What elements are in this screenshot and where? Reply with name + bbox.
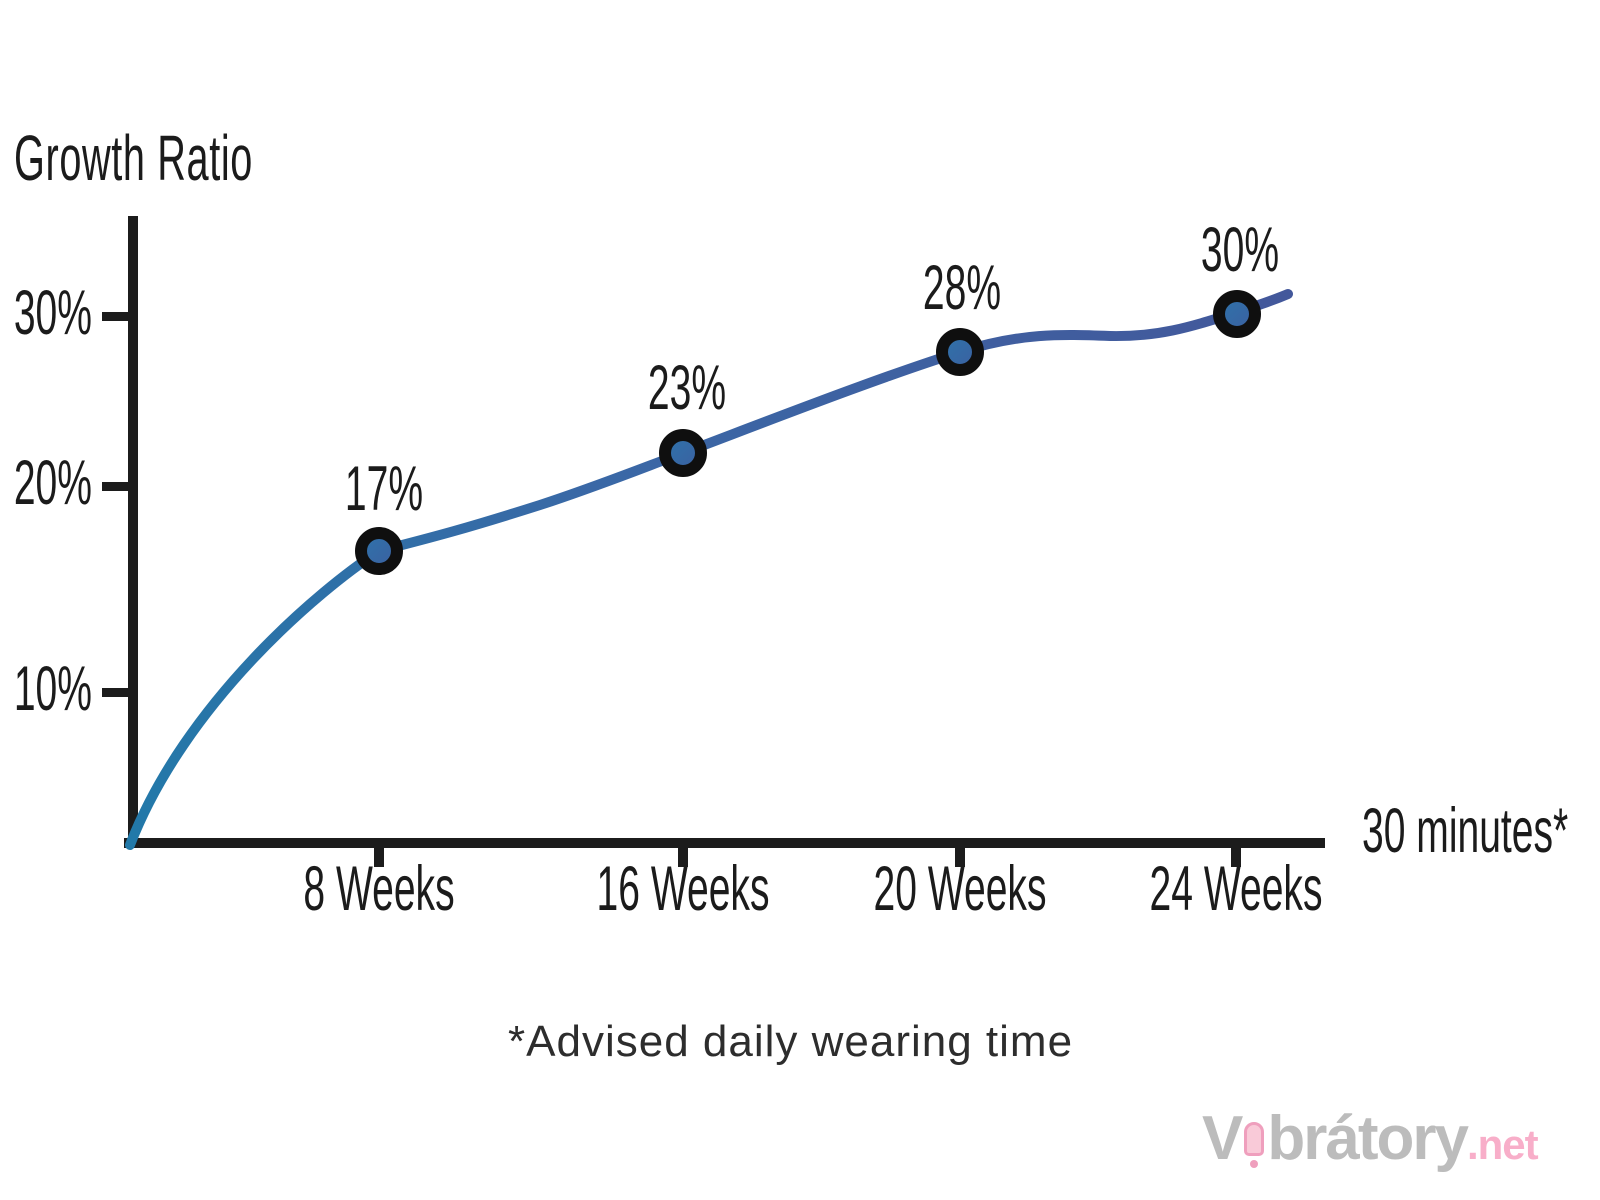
y-axis-tick-30 [102,312,133,321]
x-tick-label-16w: 16 Weeks [597,855,770,925]
data-point-label-8w: 17% [345,455,423,525]
x-tick-label-8w: 8 Weeks [303,855,454,925]
x-axis-tick-8w [374,848,384,867]
y-axis-tick-20 [102,482,133,491]
x-axis-tick-24w [1231,848,1241,867]
x-axis-tick-20w [955,848,965,867]
x-axis-tick-16w [678,848,688,867]
data-point-label-16w: 23% [648,354,726,424]
growth-curve [125,289,1293,850]
y-axis-line [128,216,138,848]
watermark-text-body: brátory [1267,1104,1469,1173]
data-point-marker-20w [936,328,984,376]
y-tick-label-30: 30% [14,279,92,349]
watermark-text-suffix: .net [1466,1121,1539,1168]
vibrator-icon-capsule [1244,1122,1265,1156]
footnote: *Advised daily wearing time [508,1017,1074,1066]
x-axis-end-label: 30 minutes* [1362,797,1568,867]
chart-title: Growth Ratio [14,122,253,194]
watermark-text-prefix: V [1202,1104,1243,1173]
x-tick-label-20w: 20 Weeks [874,855,1047,925]
vibrator-icon-dot [1250,1160,1259,1168]
data-point-marker-24w [1213,290,1261,338]
data-point-marker-8w [355,527,403,575]
data-point-marker-16w [659,429,707,477]
watermark: V brátory .net [1202,1104,1539,1173]
vibrator-icon [1244,1122,1265,1170]
x-axis-line [124,838,1325,848]
y-tick-label-20: 20% [14,449,92,519]
data-point-label-24w: 30% [1201,216,1279,286]
y-tick-label-10: 10% [14,655,92,725]
y-axis-tick-10 [102,688,133,697]
data-point-label-20w: 28% [923,254,1001,324]
x-tick-label-24w: 24 Weeks [1150,855,1323,925]
